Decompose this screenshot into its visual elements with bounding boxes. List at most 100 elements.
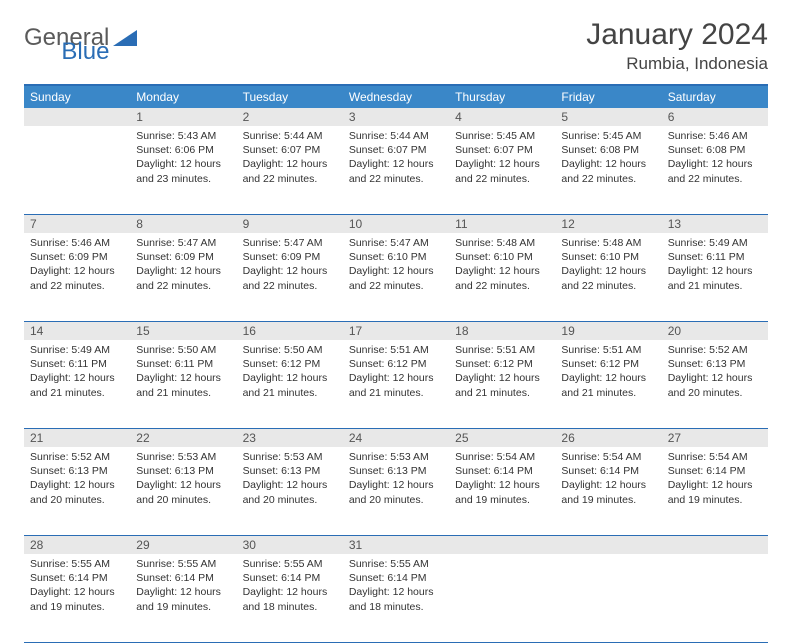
- day-info: Sunrise: 5:55 AMSunset: 6:14 PMDaylight:…: [343, 554, 449, 620]
- day-cell: Sunrise: 5:54 AMSunset: 6:14 PMDaylight:…: [555, 447, 661, 535]
- day-number: 10: [343, 215, 449, 233]
- day-number: 29: [130, 536, 236, 554]
- day-number: [555, 536, 661, 554]
- day-number: [24, 108, 130, 126]
- day-cell: Sunrise: 5:53 AMSunset: 6:13 PMDaylight:…: [130, 447, 236, 535]
- day-info: Sunrise: 5:49 AMSunset: 6:11 PMDaylight:…: [24, 340, 130, 406]
- day-number: 31: [343, 536, 449, 554]
- title-block: January 2024 Rumbia, Indonesia: [586, 18, 768, 74]
- day-info: Sunrise: 5:55 AMSunset: 6:14 PMDaylight:…: [130, 554, 236, 620]
- day-number: 21: [24, 429, 130, 447]
- day-cell: Sunrise: 5:47 AMSunset: 6:09 PMDaylight:…: [130, 233, 236, 321]
- calendar-page: General Blue January 2024 Rumbia, Indone…: [0, 0, 792, 643]
- day-cell: Sunrise: 5:46 AMSunset: 6:08 PMDaylight:…: [662, 126, 768, 214]
- day-info: Sunrise: 5:50 AMSunset: 6:12 PMDaylight:…: [237, 340, 343, 406]
- day-number: 20: [662, 322, 768, 340]
- day-cell: Sunrise: 5:54 AMSunset: 6:14 PMDaylight:…: [449, 447, 555, 535]
- day-number: 7: [24, 215, 130, 233]
- day-number: 3: [343, 108, 449, 126]
- week-row: Sunrise: 5:46 AMSunset: 6:09 PMDaylight:…: [24, 233, 768, 322]
- day-number: 27: [662, 429, 768, 447]
- day-number: 24: [343, 429, 449, 447]
- day-cell: Sunrise: 5:49 AMSunset: 6:11 PMDaylight:…: [24, 340, 130, 428]
- day-cell: Sunrise: 5:55 AMSunset: 6:14 PMDaylight:…: [24, 554, 130, 642]
- day-number: 23: [237, 429, 343, 447]
- calendar-grid: SundayMondayTuesdayWednesdayThursdayFrid…: [24, 84, 768, 643]
- day-info: Sunrise: 5:51 AMSunset: 6:12 PMDaylight:…: [343, 340, 449, 406]
- day-number: 13: [662, 215, 768, 233]
- day-info: Sunrise: 5:52 AMSunset: 6:13 PMDaylight:…: [662, 340, 768, 406]
- weekday-label: Saturday: [662, 86, 768, 108]
- day-cell: Sunrise: 5:54 AMSunset: 6:14 PMDaylight:…: [662, 447, 768, 535]
- header: General Blue January 2024 Rumbia, Indone…: [24, 18, 768, 74]
- day-number: 2: [237, 108, 343, 126]
- day-cell: Sunrise: 5:43 AMSunset: 6:06 PMDaylight:…: [130, 126, 236, 214]
- week-row: Sunrise: 5:55 AMSunset: 6:14 PMDaylight:…: [24, 554, 768, 643]
- day-info: Sunrise: 5:43 AMSunset: 6:06 PMDaylight:…: [130, 126, 236, 192]
- logo-text-2: Blue: [61, 38, 109, 65]
- day-number: 12: [555, 215, 661, 233]
- day-number: 1: [130, 108, 236, 126]
- day-info: Sunrise: 5:47 AMSunset: 6:09 PMDaylight:…: [237, 233, 343, 299]
- day-number: 5: [555, 108, 661, 126]
- weekday-label: Sunday: [24, 86, 130, 108]
- day-cell: Sunrise: 5:53 AMSunset: 6:13 PMDaylight:…: [237, 447, 343, 535]
- day-cell: Sunrise: 5:48 AMSunset: 6:10 PMDaylight:…: [449, 233, 555, 321]
- day-cell: Sunrise: 5:55 AMSunset: 6:14 PMDaylight:…: [130, 554, 236, 642]
- day-cell: Sunrise: 5:51 AMSunset: 6:12 PMDaylight:…: [343, 340, 449, 428]
- weeks-container: 123456Sunrise: 5:43 AMSunset: 6:06 PMDay…: [24, 108, 768, 643]
- week-row: Sunrise: 5:43 AMSunset: 6:06 PMDaylight:…: [24, 126, 768, 215]
- week-row: Sunrise: 5:52 AMSunset: 6:13 PMDaylight:…: [24, 447, 768, 536]
- day-cell: Sunrise: 5:50 AMSunset: 6:11 PMDaylight:…: [130, 340, 236, 428]
- day-cell: Sunrise: 5:45 AMSunset: 6:08 PMDaylight:…: [555, 126, 661, 214]
- day-info: Sunrise: 5:44 AMSunset: 6:07 PMDaylight:…: [237, 126, 343, 192]
- day-cell: Sunrise: 5:47 AMSunset: 6:10 PMDaylight:…: [343, 233, 449, 321]
- day-cell: [449, 554, 555, 642]
- day-info: Sunrise: 5:47 AMSunset: 6:10 PMDaylight:…: [343, 233, 449, 299]
- day-info: Sunrise: 5:51 AMSunset: 6:12 PMDaylight:…: [555, 340, 661, 406]
- day-info: Sunrise: 5:45 AMSunset: 6:07 PMDaylight:…: [449, 126, 555, 192]
- daynum-row: 28293031: [24, 536, 768, 554]
- weekday-label: Tuesday: [237, 86, 343, 108]
- day-cell: Sunrise: 5:51 AMSunset: 6:12 PMDaylight:…: [449, 340, 555, 428]
- day-number: 11: [449, 215, 555, 233]
- day-cell: Sunrise: 5:55 AMSunset: 6:14 PMDaylight:…: [343, 554, 449, 642]
- day-number: 17: [343, 322, 449, 340]
- day-cell: Sunrise: 5:44 AMSunset: 6:07 PMDaylight:…: [343, 126, 449, 214]
- day-cell: Sunrise: 5:55 AMSunset: 6:14 PMDaylight:…: [237, 554, 343, 642]
- day-number: 6: [662, 108, 768, 126]
- location-label: Rumbia, Indonesia: [586, 54, 768, 74]
- day-number: 30: [237, 536, 343, 554]
- day-cell: [662, 554, 768, 642]
- day-info: Sunrise: 5:49 AMSunset: 6:11 PMDaylight:…: [662, 233, 768, 299]
- day-number: 9: [237, 215, 343, 233]
- day-info: Sunrise: 5:53 AMSunset: 6:13 PMDaylight:…: [130, 447, 236, 513]
- day-cell: Sunrise: 5:47 AMSunset: 6:09 PMDaylight:…: [237, 233, 343, 321]
- week-row: Sunrise: 5:49 AMSunset: 6:11 PMDaylight:…: [24, 340, 768, 429]
- daynum-row: 14151617181920: [24, 322, 768, 340]
- day-number: 26: [555, 429, 661, 447]
- month-title: January 2024: [586, 18, 768, 52]
- day-info: Sunrise: 5:54 AMSunset: 6:14 PMDaylight:…: [662, 447, 768, 513]
- day-cell: Sunrise: 5:50 AMSunset: 6:12 PMDaylight:…: [237, 340, 343, 428]
- day-cell: Sunrise: 5:44 AMSunset: 6:07 PMDaylight:…: [237, 126, 343, 214]
- day-cell: Sunrise: 5:49 AMSunset: 6:11 PMDaylight:…: [662, 233, 768, 321]
- day-cell: Sunrise: 5:52 AMSunset: 6:13 PMDaylight:…: [24, 447, 130, 535]
- day-info: Sunrise: 5:48 AMSunset: 6:10 PMDaylight:…: [449, 233, 555, 299]
- day-cell: [555, 554, 661, 642]
- daynum-row: 123456: [24, 108, 768, 126]
- day-info: Sunrise: 5:53 AMSunset: 6:13 PMDaylight:…: [343, 447, 449, 513]
- day-number: 4: [449, 108, 555, 126]
- day-cell: Sunrise: 5:52 AMSunset: 6:13 PMDaylight:…: [662, 340, 768, 428]
- day-number: [662, 536, 768, 554]
- day-number: 22: [130, 429, 236, 447]
- weekday-label: Wednesday: [343, 86, 449, 108]
- weekday-label: Friday: [555, 86, 661, 108]
- day-info: Sunrise: 5:46 AMSunset: 6:09 PMDaylight:…: [24, 233, 130, 299]
- day-cell: Sunrise: 5:45 AMSunset: 6:07 PMDaylight:…: [449, 126, 555, 214]
- weekday-label: Thursday: [449, 86, 555, 108]
- day-info: Sunrise: 5:51 AMSunset: 6:12 PMDaylight:…: [449, 340, 555, 406]
- day-info: Sunrise: 5:45 AMSunset: 6:08 PMDaylight:…: [555, 126, 661, 192]
- day-cell: Sunrise: 5:46 AMSunset: 6:09 PMDaylight:…: [24, 233, 130, 321]
- day-info: Sunrise: 5:46 AMSunset: 6:08 PMDaylight:…: [662, 126, 768, 192]
